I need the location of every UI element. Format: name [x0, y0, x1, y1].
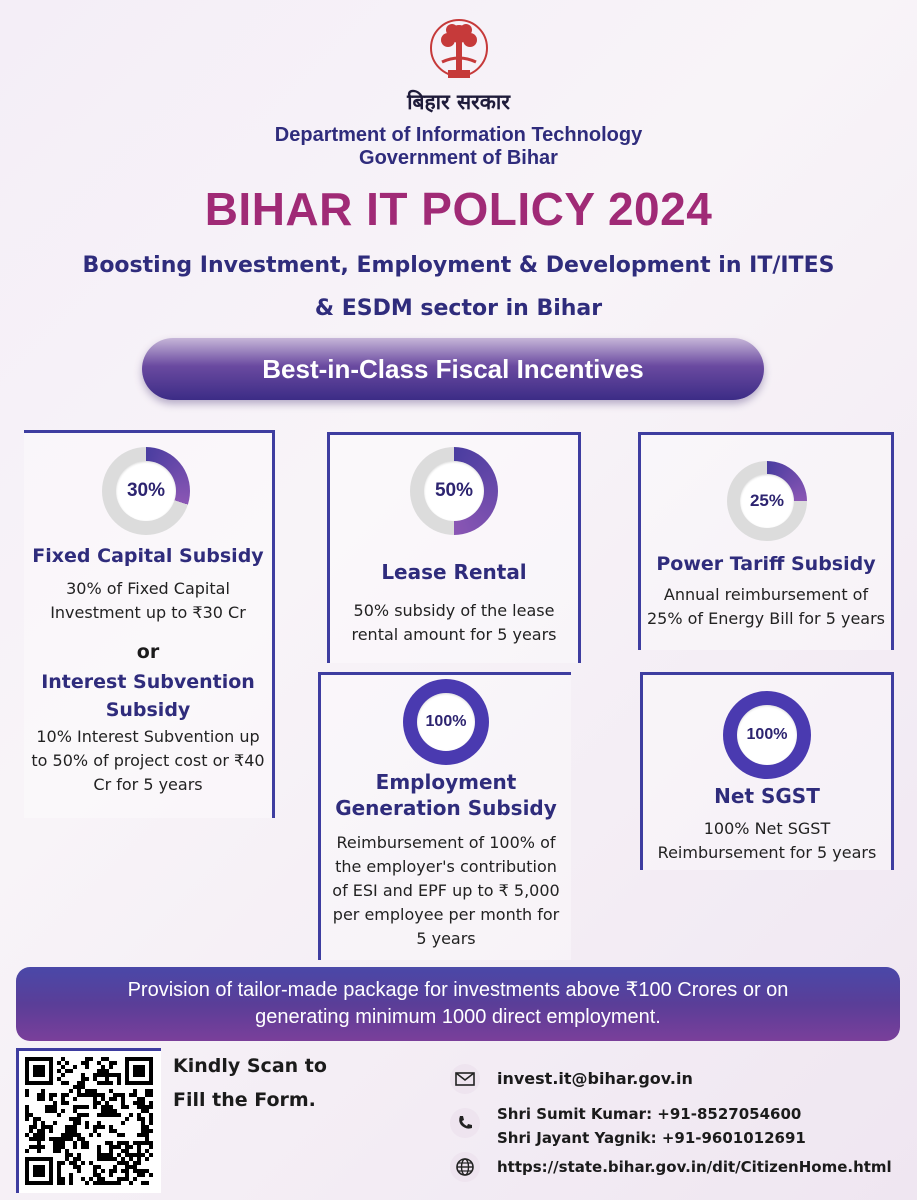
employment-title-2: Generation Subsidy [335, 796, 557, 820]
subtitle-line-1: Boosting Investment, Employment & Develo… [82, 253, 835, 278]
interest-subvention-desc-2: to 50% of project cost or ₹40 [31, 751, 265, 770]
qr-code-frame [16, 1048, 161, 1193]
lease-rental-percent: 50% [424, 461, 484, 521]
tailor-made-line-2: generating minimum 1000 direct employmen… [255, 1006, 661, 1028]
lease-rental-desc-2: rental amount for 5 years [351, 625, 557, 644]
net-sgst-desc-1: 100% Net SGST [703, 819, 831, 838]
net-sgst-percent-ring: 100% [723, 691, 811, 779]
net-sgst-desc-2: Reimbursement for 5 years [657, 843, 877, 862]
lease-rental-title: Lease Rental [381, 560, 527, 584]
employment-percent-ring: 100% [403, 679, 489, 765]
department-name: Department of Information Technology [274, 124, 643, 146]
contact-website[interactable]: https://state.bihar.gov.in/dit/CitizenHo… [497, 1158, 892, 1176]
employment-generation-card: 100% Employment Generation Subsidy Reimb… [318, 672, 571, 960]
form-qr-code[interactable] [25, 1057, 153, 1185]
interest-subvention-title-2: Subsidy [105, 699, 191, 721]
fiscal-incentives-label: Best-in-Class Fiscal Incentives [262, 353, 644, 384]
fixed-capital-percent: 30% [116, 461, 176, 521]
government-name: Government of Bihar [359, 147, 558, 169]
employment-desc-4: per employee per month for [332, 905, 560, 924]
interest-subvention-desc-3: Cr for 5 years [93, 775, 203, 794]
globe-icon [450, 1152, 480, 1182]
or-separator: or [136, 641, 160, 663]
employment-desc-3: of ESI and EPF up to ₹ 5,000 [332, 881, 560, 900]
power-tariff-desc-2: 25% of Energy Bill for 5 years [646, 609, 886, 628]
phone-icon [450, 1108, 480, 1138]
fixed-capital-percent-ring: 30% [102, 447, 190, 535]
contact-phone-2[interactable]: Shri Jayant Yagnik: +91-9601012691 [497, 1129, 806, 1147]
employment-desc-5: 5 years [416, 929, 476, 948]
employment-desc-1: Reimbursement of 100% of [336, 833, 556, 852]
fixed-capital-desc-2: Investment up to ₹30 Cr [50, 603, 246, 622]
lease-rental-card: 50% Lease Rental 50% subsidy of the leas… [327, 432, 581, 663]
scan-instruction-1: Kindly Scan to [173, 1055, 327, 1077]
fixed-capital-desc-1: 30% of Fixed Capital [66, 579, 230, 598]
tailor-made-line-1: Provision of tailor-made package for inv… [127, 979, 789, 1001]
hindi-title: बिहार सरकार [407, 89, 510, 114]
lease-rental-desc-1: 50% subsidy of the lease [353, 601, 555, 620]
policy-title: BIHAR IT POLICY 2024 [204, 183, 713, 235]
net-sgst-percent: 100% [737, 705, 797, 765]
power-tariff-title: Power Tariff Subsidy [656, 553, 876, 575]
power-tariff-card: 25% Power Tariff Subsidy Annual reimburs… [638, 432, 894, 650]
interest-subvention-desc-1: 10% Interest Subvention up [36, 727, 260, 746]
power-tariff-percent: 25% [739, 473, 795, 529]
bihar-government-emblem [430, 19, 488, 78]
employment-desc-2: the employer's contribution [335, 857, 557, 876]
subtitle-line-2: & ESDM sector in Bihar [314, 296, 603, 321]
contact-phone-1[interactable]: Shri Sumit Kumar: +91-8527054600 [497, 1105, 802, 1123]
email-icon [450, 1064, 480, 1094]
tailor-made-package-banner: Provision of tailor-made package for inv… [16, 967, 900, 1041]
power-tariff-percent-ring: 25% [727, 461, 807, 541]
net-sgst-card: 100% Net SGST 100% Net SGST Reimbursemen… [640, 672, 894, 870]
fiscal-incentives-banner: Best-in-Class Fiscal Incentives [142, 338, 764, 400]
net-sgst-title: Net SGST [714, 784, 820, 808]
fixed-capital-title: Fixed Capital Subsidy [32, 545, 264, 567]
power-tariff-desc-1: Annual reimbursement of [663, 585, 869, 604]
contact-email[interactable]: invest.it@bihar.gov.in [497, 1069, 693, 1088]
fixed-capital-subsidy-card: 30% Fixed Capital Subsidy 30% of Fixed C… [24, 430, 275, 818]
lease-rental-percent-ring: 50% [410, 447, 498, 535]
interest-subvention-title-1: Interest Subvention [41, 671, 255, 693]
employment-percent: 100% [416, 692, 476, 752]
employment-title-1: Employment [375, 770, 517, 794]
scan-instruction-2: Fill the Form. [173, 1089, 316, 1111]
